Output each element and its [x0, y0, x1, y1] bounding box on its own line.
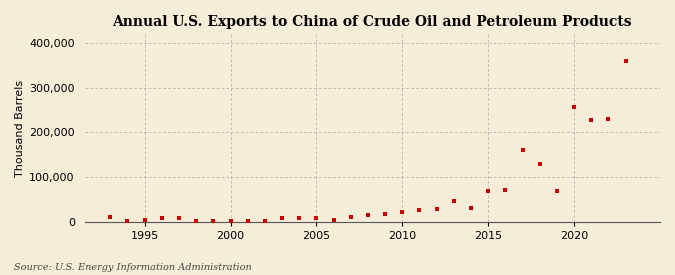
Title: Annual U.S. Exports to China of Crude Oil and Petroleum Products: Annual U.S. Exports to China of Crude Oi… — [113, 15, 632, 29]
Point — [448, 199, 459, 203]
Point — [535, 161, 545, 166]
Point — [294, 216, 304, 220]
Point — [569, 104, 580, 109]
Point — [362, 213, 373, 218]
Point — [414, 208, 425, 212]
Point — [242, 219, 253, 224]
Point — [105, 214, 115, 219]
Y-axis label: Thousand Barrels: Thousand Barrels — [15, 79, 25, 177]
Point — [380, 211, 391, 216]
Point — [517, 148, 528, 153]
Point — [500, 188, 511, 193]
Point — [259, 219, 270, 223]
Point — [173, 216, 184, 220]
Point — [139, 218, 150, 222]
Point — [157, 216, 167, 220]
Point — [328, 218, 339, 222]
Point — [586, 118, 597, 122]
Point — [603, 117, 614, 121]
Point — [208, 219, 219, 224]
Point — [466, 206, 477, 211]
Point — [346, 215, 356, 219]
Point — [277, 216, 288, 220]
Point — [122, 219, 133, 223]
Point — [620, 59, 631, 63]
Point — [191, 219, 202, 223]
Point — [431, 207, 442, 211]
Text: Source: U.S. Energy Information Administration: Source: U.S. Energy Information Administ… — [14, 263, 251, 272]
Point — [225, 219, 236, 223]
Point — [397, 210, 408, 214]
Point — [311, 216, 322, 220]
Point — [483, 189, 493, 194]
Point — [551, 189, 562, 194]
